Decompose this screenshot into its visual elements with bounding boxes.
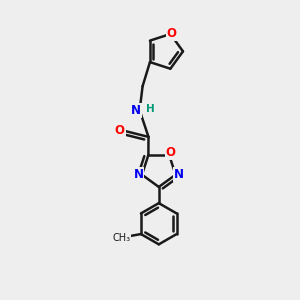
Text: O: O — [115, 124, 124, 137]
Text: CH₃: CH₃ — [113, 232, 131, 243]
Text: H: H — [146, 104, 154, 114]
Text: O: O — [166, 146, 176, 159]
Text: N: N — [131, 104, 141, 117]
Text: N: N — [134, 168, 143, 181]
Text: N: N — [173, 168, 184, 181]
Text: O: O — [167, 28, 177, 40]
